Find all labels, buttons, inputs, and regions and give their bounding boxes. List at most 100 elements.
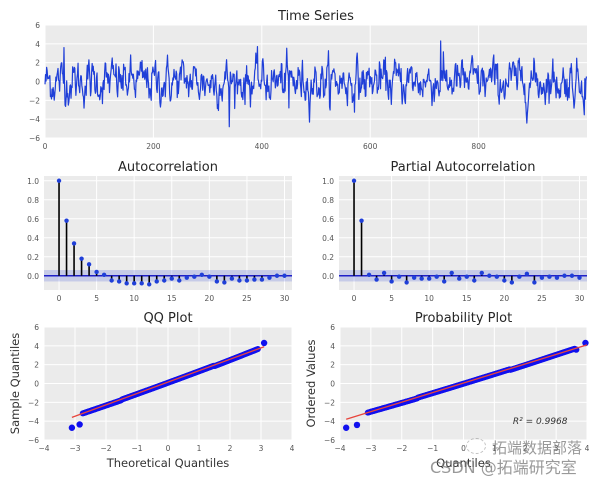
- stem-marker: [139, 281, 144, 286]
- x-tick-label: 200: [146, 142, 161, 151]
- x-tick-label: 0: [352, 294, 357, 303]
- x-tick-label: −3: [365, 444, 376, 453]
- y-tick-label: 0: [35, 78, 40, 87]
- stem-marker: [396, 274, 402, 279]
- x-tick-label: 2: [523, 444, 528, 453]
- panel-pacf: 0 5 10 15 20 25 30 1.0 0.8 0.6 0.4 0.2 0.0 Partial Au…: [322, 160, 587, 303]
- stem-marker: [184, 275, 189, 280]
- stem-marker: [267, 275, 272, 280]
- x-tick-label: 10: [129, 294, 139, 303]
- chart-title: Probability Plot: [415, 311, 512, 326]
- stem-marker: [86, 262, 92, 267]
- stem-marker: [524, 271, 530, 277]
- x-tick-label: 400: [255, 142, 270, 151]
- x-tick-label: 1: [197, 444, 202, 453]
- y-tick-label: 2: [35, 59, 40, 68]
- x-tick-label: −2: [100, 444, 111, 453]
- stem-marker: [131, 281, 137, 286]
- y-tick-label: 0.2: [27, 253, 39, 262]
- y-tick-label: 0.8: [322, 196, 334, 205]
- stem-marker: [101, 272, 107, 277]
- stem-marker: [411, 275, 417, 280]
- y-tick-label: 0.0: [322, 272, 334, 281]
- stem-marker: [214, 279, 220, 284]
- x-tick-label: 15: [167, 294, 177, 303]
- stem-marker: [56, 178, 62, 183]
- x-tick-label: 3: [259, 444, 264, 453]
- stem-marker: [252, 277, 257, 282]
- y-tick-label: 0: [330, 380, 335, 389]
- stem-marker: [554, 275, 560, 280]
- watermark-line2: CSDN @拓端研究室: [430, 458, 577, 477]
- stem-marker: [577, 275, 582, 280]
- stem-marker: [199, 272, 205, 277]
- y-tick-label: −2: [28, 398, 39, 407]
- stem-marker: [192, 274, 197, 279]
- y-axis-label: Sample Quantiles: [8, 333, 22, 434]
- y-tick-label: 0.6: [322, 215, 334, 224]
- panel-acf: 0 5 10 15 20 25 30 1.0 0.8 0.6 0.4 0.2 0.0 Autocorrel…: [27, 160, 292, 303]
- x-tick-label: 30: [575, 294, 585, 303]
- x-axis-label: Theoretical Quantiles: [106, 456, 230, 470]
- x-tick-label: −1: [427, 444, 438, 453]
- x-tick-label: 25: [537, 294, 547, 303]
- stem-marker: [79, 256, 84, 261]
- stem-marker: [509, 280, 515, 285]
- x-tick-label: 15: [462, 294, 472, 303]
- y-tick-label: 2: [34, 361, 39, 370]
- x-tick-label: −4: [334, 444, 345, 453]
- stem-marker: [229, 276, 235, 281]
- y-tick-label: 0: [34, 380, 39, 389]
- stem-marker: [419, 276, 424, 281]
- chart-title: Partial Autocorrelation: [391, 160, 536, 175]
- stem-marker: [434, 274, 439, 279]
- x-tick-label: −2: [396, 444, 407, 453]
- panel-ts: 0 200 400 600 800 6 4 2 0 −2 −4 −6 Time Series: [29, 9, 588, 151]
- stem-marker: [472, 278, 477, 283]
- plot-area: [44, 176, 292, 290]
- x-tick-label: 0: [43, 142, 48, 151]
- y-tick-label: 1.0: [27, 177, 39, 186]
- y-tick-label: −6: [29, 134, 40, 143]
- stem-marker: [359, 218, 364, 223]
- chart-title: Autocorrelation: [118, 160, 218, 175]
- stem-marker: [464, 274, 469, 279]
- stem-marker: [124, 281, 129, 286]
- x-tick-label: 800: [471, 142, 486, 151]
- stem-marker: [169, 276, 174, 281]
- stem-marker: [147, 282, 152, 287]
- x-tick-label: 0: [461, 444, 466, 453]
- outlier-point: [260, 339, 268, 347]
- stem-marker: [207, 274, 212, 279]
- outlier-point: [68, 424, 76, 431]
- stem-marker: [94, 269, 99, 275]
- y-tick-label: 6: [34, 323, 39, 332]
- x-tick-label: −1: [131, 444, 142, 453]
- stem-marker: [177, 278, 182, 283]
- chart-title: QQ Plot: [143, 311, 192, 326]
- y-tick-label: 0.2: [322, 253, 334, 262]
- stem-marker: [259, 277, 265, 282]
- stem-marker: [381, 270, 387, 276]
- y-tick-label: 4: [34, 342, 39, 351]
- y-tick-label: 0.4: [322, 234, 334, 243]
- watermark-line1: 拓端数据部落: [492, 439, 583, 457]
- y-tick-label: −4: [29, 115, 40, 124]
- time-series-line: [44, 40, 588, 128]
- outlier-point: [342, 424, 350, 431]
- stem-marker: [487, 273, 492, 278]
- stem-marker: [539, 275, 545, 280]
- y-tick-label: −4: [324, 417, 335, 426]
- x-tick-label: 30: [280, 294, 290, 303]
- x-axis-label: Quantiles: [436, 456, 491, 470]
- x-tick-label: −4: [38, 444, 49, 453]
- stem-marker: [282, 273, 287, 278]
- stem-marker: [426, 276, 432, 281]
- y-tick-label: 0.8: [27, 196, 39, 205]
- stem-marker: [244, 278, 250, 283]
- stem-marker: [71, 241, 77, 246]
- stem-marker: [449, 270, 454, 276]
- y-tick-label: 0.4: [27, 234, 39, 243]
- x-tick-label: 0: [166, 444, 171, 453]
- y-tick-label: 1.0: [322, 177, 334, 186]
